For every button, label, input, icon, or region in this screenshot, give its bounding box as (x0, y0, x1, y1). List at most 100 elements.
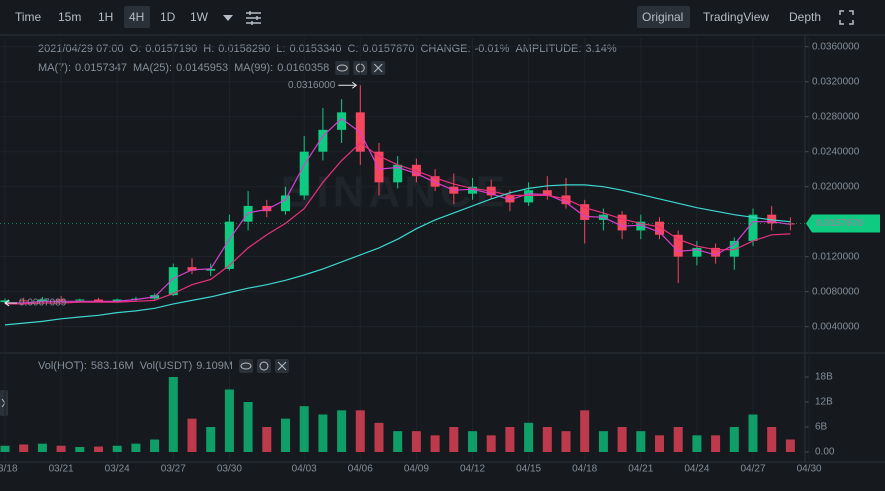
view-button[interactable]: Original (642, 10, 683, 24)
volume-bar (150, 439, 160, 452)
info-value: 0.0145953 (176, 62, 228, 74)
volume-bar (19, 444, 29, 452)
candle-body (580, 204, 590, 220)
x-tick-label: 04/03 (292, 464, 317, 475)
volume-bar (355, 410, 365, 452)
candle-body (430, 176, 440, 187)
info-value: 0.0160358 (277, 62, 329, 74)
info-label: AMPLITUDE: (515, 43, 581, 55)
ma-line (5, 142, 791, 305)
vol-tick-label: 6B (815, 422, 828, 433)
y-tick-label: 0.0280000 (812, 111, 860, 122)
candle-body (187, 267, 197, 271)
x-tick-label: 04/30 (797, 464, 822, 475)
volume-bar (636, 431, 646, 452)
info-value: 583.16M (91, 360, 134, 372)
close-icon (373, 63, 383, 73)
info-label: MA(25): (133, 62, 172, 74)
annotation-label: 0.0316000 (288, 80, 336, 91)
view-button[interactable]: TradingView (703, 10, 769, 24)
info-value: 0.0157347 (75, 62, 127, 74)
volume-bar (94, 446, 103, 452)
view-button[interactable]: Depth (789, 10, 821, 24)
last-price-tag (806, 214, 880, 233)
volume-bar (75, 447, 85, 452)
candle-body (56, 299, 66, 301)
x-tick-label: 04/21 (628, 464, 653, 475)
settings-icon[interactable] (246, 11, 261, 25)
last-price-label: 0.0157870 (816, 218, 864, 229)
volume-bar (281, 418, 290, 452)
vol-tick-label: 18B (815, 372, 833, 383)
volume-bar (673, 427, 683, 452)
dropdown-icon[interactable] (223, 15, 233, 21)
volume-bar (318, 414, 328, 452)
icon-button[interactable] (335, 61, 350, 75)
volume-bar (617, 427, 627, 452)
interval-button[interactable]: 15m (58, 10, 81, 24)
candle-body (337, 112, 347, 130)
volume-bar (299, 406, 309, 452)
icon-button[interactable] (238, 359, 253, 373)
candle-body (542, 190, 552, 196)
interval-button[interactable]: 1H (98, 10, 113, 24)
interval-button[interactable]: 4H (129, 10, 144, 24)
y-tick-label: 0.0240000 (812, 146, 860, 157)
x-tick-label: 03/27 (161, 464, 186, 475)
candle-body (561, 195, 571, 205)
candle-body (393, 164, 403, 183)
info-label: Vol(USDT) (140, 360, 193, 372)
candle-body (692, 247, 702, 257)
y-tick-label: 0.0080000 (812, 286, 860, 297)
info-label: MA(99): (234, 62, 273, 74)
info-label: L: (276, 43, 285, 55)
volume-bar (168, 377, 178, 452)
candle-body (748, 214, 758, 241)
fullscreen-icon[interactable] (839, 10, 854, 25)
candle-body (19, 300, 29, 302)
info-value: 0.0157870 (362, 43, 414, 55)
eye-icon (240, 362, 252, 370)
info-label: H: (203, 43, 214, 55)
x-tick-label: 04/09 (404, 464, 429, 475)
candle-body (374, 151, 384, 183)
info-value: 0.0158290 (218, 43, 270, 55)
eye-icon (336, 64, 348, 72)
info-label: CHANGE: (420, 43, 470, 55)
x-tick-label: 04/12 (460, 464, 485, 475)
volume-bar (224, 389, 234, 452)
candle-body (318, 129, 328, 152)
candle-body (711, 247, 721, 257)
candle-body (617, 214, 627, 231)
candle-body (206, 268, 216, 271)
volume-bar (655, 435, 664, 452)
volume-bar (729, 427, 739, 452)
candle-body (468, 186, 477, 194)
candle-body (673, 234, 683, 257)
x-tick-label: 03/21 (49, 464, 74, 475)
volume-bar (393, 431, 403, 452)
interval-button[interactable]: 1D (160, 10, 176, 24)
x-tick-label: 04/15 (516, 464, 541, 475)
info-value: 9.109M (196, 360, 233, 372)
volume-bar (56, 445, 66, 452)
interval-button[interactable]: Time (15, 10, 42, 24)
ma-line (4, 184, 791, 326)
info-date: 2021/04/29 07:00 (38, 43, 124, 55)
info-value: 0.0153340 (289, 43, 341, 55)
x-tick-label: 04/18 (572, 464, 597, 475)
vol-tick-label: 12B (815, 397, 833, 408)
icon-button[interactable] (256, 359, 271, 373)
info-value: -0.01% (475, 43, 510, 55)
volume-bar (486, 435, 496, 452)
side-toggle[interactable] (0, 390, 8, 416)
volume-bar (411, 431, 421, 452)
volume-bar (542, 427, 552, 452)
volume-bar (598, 431, 608, 452)
candle-body (729, 240, 739, 257)
volume-bar (692, 435, 702, 452)
interval-button[interactable]: 1W (190, 10, 209, 24)
volume-bar (524, 422, 534, 452)
candle-body (37, 299, 47, 302)
volume-bar (112, 445, 122, 452)
